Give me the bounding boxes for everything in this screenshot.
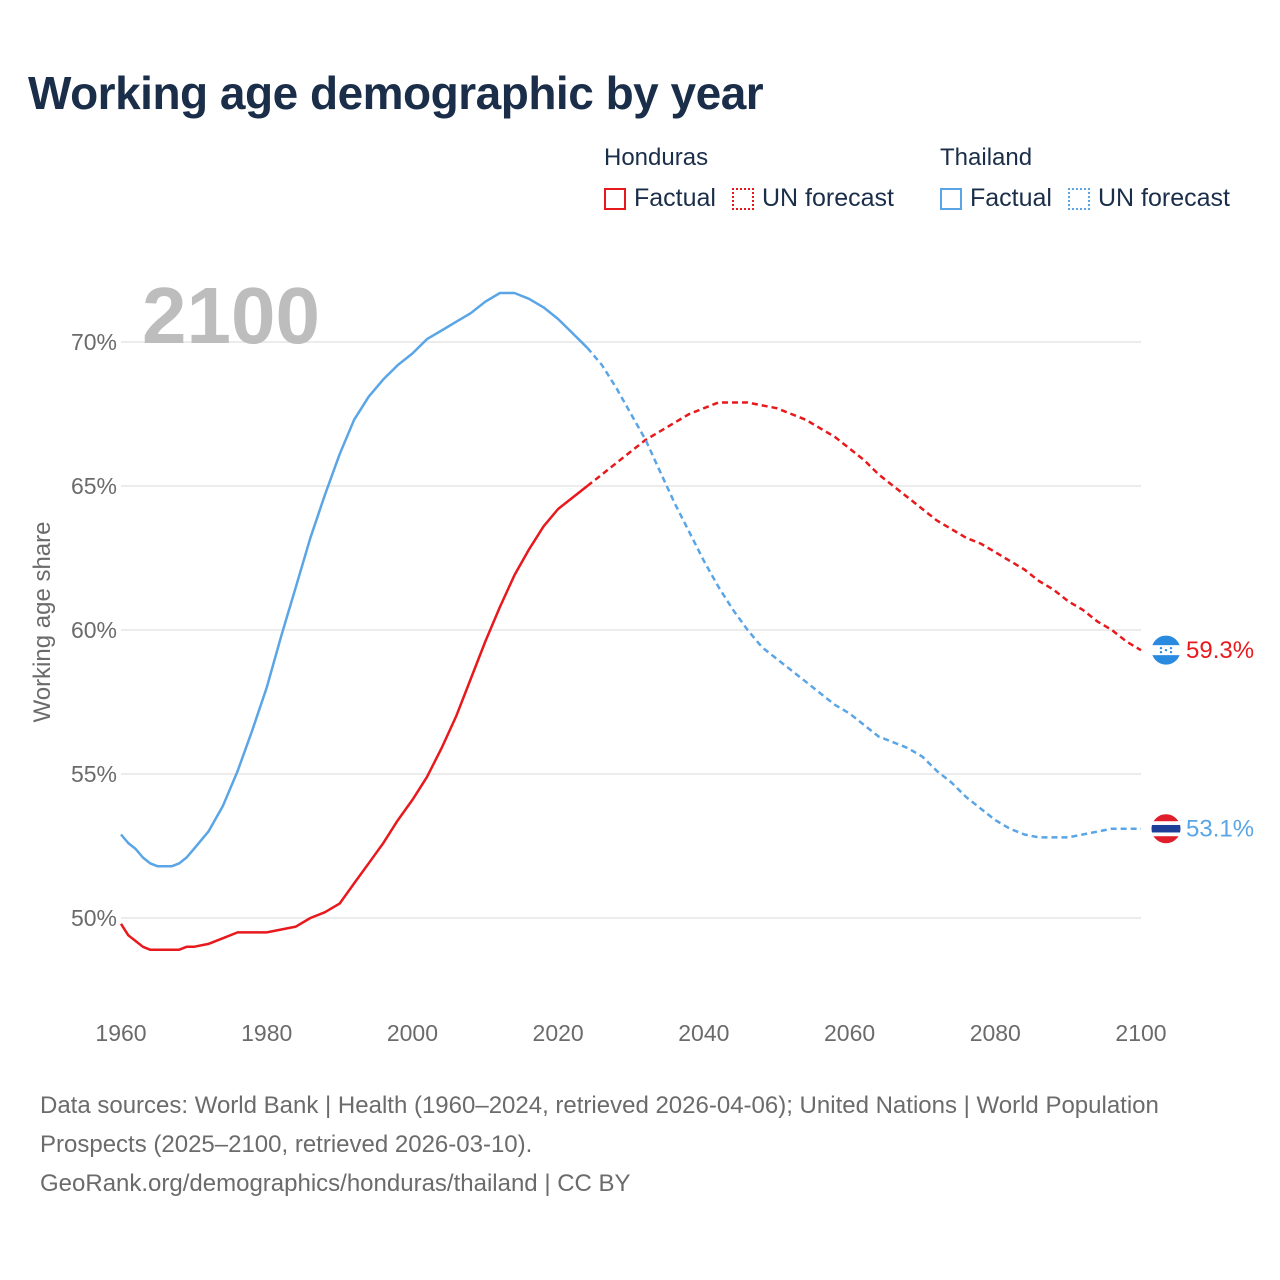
footer-sources: Data sources: World Bank | Health (1960–…	[40, 1092, 1159, 1158]
legend-label-honduras-factual: Factual	[634, 184, 716, 212]
legend-label-thailand-factual: Factual	[970, 184, 1052, 212]
y-tick-label-60: 60%	[71, 617, 117, 643]
x-tick-label-2080: 2080	[970, 1020, 1021, 1046]
legend-group-honduras: Honduras Factual UN forecast	[604, 144, 910, 213]
flag-body-thailand	[1151, 813, 1181, 844]
honduras-flag	[1150, 634, 1182, 666]
legend-swatch-honduras-forecast	[731, 187, 754, 210]
y-axis-ticks: 50% 55% 60% 65% 70%	[71, 329, 117, 931]
legend-item-thailand-forecast[interactable]: UN forecast	[1067, 184, 1230, 213]
legend-swatch-thailand-forecast	[1067, 187, 1090, 210]
series-line-honduras-factual	[119, 485, 589, 951]
x-tick-label-2040: 2040	[678, 1020, 729, 1046]
y-tick-label-70: 70%	[71, 329, 117, 355]
flag-stripe-blue	[1151, 824, 1181, 833]
series-line-honduras-forecast	[586, 401, 1142, 652]
legend-group-thailand: Thailand Factual UN forecast	[940, 144, 1230, 213]
legend-item-honduras-forecast[interactable]: UN forecast	[731, 184, 894, 213]
end-label-thailand: 53.1%	[1186, 816, 1254, 843]
chart-title: Working age demographic by year	[28, 67, 764, 119]
flag-star-1	[1169, 646, 1173, 650]
x-tick-label-2060: 2060	[824, 1020, 875, 1046]
x-tick-label-1960: 1960	[95, 1020, 146, 1046]
flag-ring-thailand	[1150, 813, 1182, 845]
legend-country-honduras: Honduras	[604, 144, 709, 171]
legend-item-honduras-factual[interactable]: Factual	[604, 184, 716, 213]
legend-swatch-honduras-factual	[604, 187, 626, 210]
y-axis-label: Working age share	[29, 522, 56, 723]
legend-country-thailand: Thailand	[940, 144, 1033, 171]
flag-star-4	[1169, 650, 1173, 654]
x-tick-label-2000: 2000	[387, 1020, 438, 1046]
flag-star-3	[1159, 650, 1163, 654]
legend-swatch-thailand-factual	[940, 187, 962, 210]
x-tick-label-1980: 1980	[241, 1020, 292, 1046]
end-label-honduras: 59.3%	[1186, 637, 1254, 664]
series-lines	[119, 291, 1142, 951]
footer-credit[interactable]: GeoRank.org/demographics/honduras/thaila…	[40, 1170, 631, 1197]
y-tick-label-55: 55%	[71, 761, 117, 787]
x-tick-label-2100: 2100	[1115, 1020, 1166, 1046]
flag-ring-honduras	[1150, 634, 1182, 666]
series-line-thailand-factual	[120, 291, 589, 868]
legend-item-thailand-factual[interactable]: Factual	[940, 184, 1052, 213]
thailand-flag	[1150, 813, 1182, 845]
x-axis-ticks: 1960 1980 2000 2020 2040 2060 2080 2100	[95, 1020, 1166, 1046]
legend-label-thailand-forecast: UN forecast	[1097, 184, 1230, 212]
flag-body-honduras	[1151, 635, 1181, 666]
legend-label-honduras-forecast: UN forecast	[761, 184, 894, 212]
grid-lines	[121, 341, 1141, 919]
flag-star-2	[1164, 648, 1168, 652]
flag-star-0	[1159, 646, 1163, 650]
end-markers: 59.3% 53.1%	[1150, 634, 1254, 845]
y-tick-label-50: 50%	[71, 905, 117, 931]
footer: Data sources: World Bank | Health (1960–…	[40, 1086, 1220, 1203]
x-tick-label-2020: 2020	[533, 1020, 584, 1046]
y-tick-label-65: 65%	[71, 473, 117, 499]
year-label: 2100	[142, 271, 320, 360]
